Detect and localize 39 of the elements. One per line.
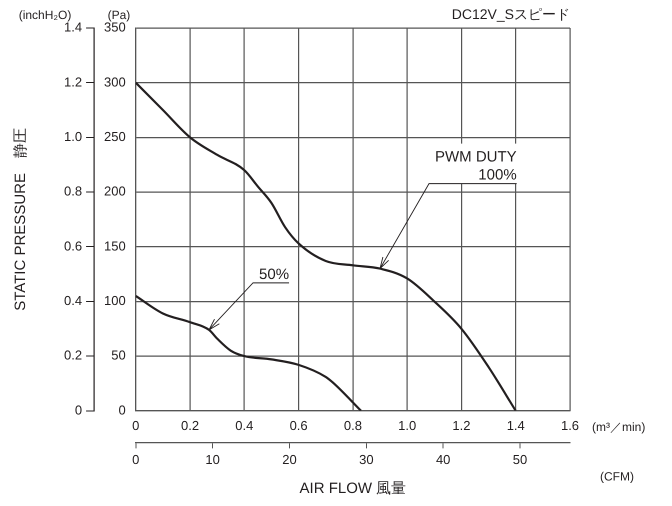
x-tick-label: 0: [132, 418, 140, 434]
y2-tick-label: 200: [104, 184, 126, 199]
x-tick-label: 1.0: [398, 418, 416, 434]
x-tick-label: 1.4: [506, 418, 525, 434]
x-tick-label: 0.8: [344, 418, 362, 434]
x2-tick-label: 50: [512, 452, 528, 467]
chart-title: DC12V_Sスピード: [452, 6, 570, 22]
y-tick-label: 0: [74, 402, 82, 418]
x2-tick-label: 40: [436, 452, 450, 467]
x-axis-title: AIR FLOW 風量: [300, 480, 406, 498]
x-tick-label: 1.2: [452, 418, 470, 434]
line-series: [136, 82, 517, 411]
y-tick-label: 1.2: [64, 74, 82, 90]
y-tick-label: 1.0: [64, 128, 82, 144]
text: (Pa): [108, 8, 130, 22]
y2-tick-label: 100: [104, 293, 126, 308]
y2-tick-label: 150: [104, 238, 126, 254]
text: (inchH₂O): [18, 8, 72, 22]
y-tick-label: 0.8: [64, 184, 82, 199]
y-tick-label: 0.4: [64, 293, 82, 308]
x2-tick-label: 0: [132, 452, 140, 467]
text: PWM DUTY 100%: [435, 148, 517, 184]
x2-tick-label: 10: [205, 452, 220, 467]
y2-tick-label: 50: [111, 348, 126, 363]
x-tick-label: 0.4: [235, 418, 254, 434]
text: (m³／min): [592, 420, 646, 434]
y2-tick-label: 250: [104, 128, 126, 144]
x-tick-label: 0.2: [181, 418, 200, 434]
x2-tick-label: 30: [359, 452, 374, 467]
x2-tick-label: 20: [282, 452, 297, 467]
y-tick-label: 0.6: [64, 238, 82, 254]
x-tick-label: 0.6: [290, 418, 308, 434]
x-tick-label: 1.6: [560, 418, 580, 434]
text: 50%: [259, 266, 290, 283]
y-tick-label: 0.2: [64, 348, 82, 363]
y2-tick-label: 0: [118, 402, 126, 418]
text: (CFM): [600, 469, 634, 484]
y2-tick-label: 300: [104, 74, 126, 90]
y-axis-title: STATIC PRESSURE 静圧: [12, 128, 30, 311]
